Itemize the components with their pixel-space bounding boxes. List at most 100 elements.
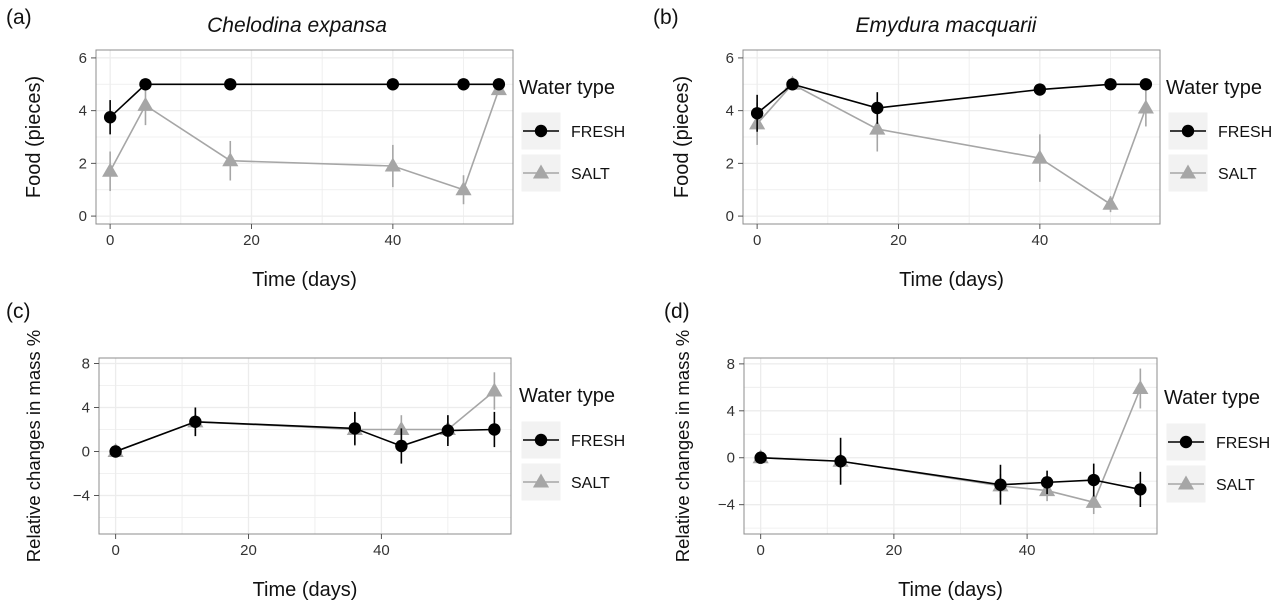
panel-c-y-axis-title: Relative changes in mass % <box>23 330 44 562</box>
panel-b-series-fresh <box>750 78 1153 132</box>
panel-c-y-tick-label: −4 <box>73 488 90 505</box>
panel-b-labels: (b) Emydura macquarii <box>653 6 1038 37</box>
panel-d-line-fresh <box>760 456 1141 491</box>
panel-d-x-tick-label: 40 <box>1019 542 1036 559</box>
panel-b-point-salt <box>1137 99 1154 114</box>
panel-a-line-salt <box>109 89 500 191</box>
panel-a-y-tick-label: 2 <box>79 155 87 172</box>
panel-b-plot-border <box>742 49 1161 225</box>
panel-c-point-fresh <box>395 439 408 453</box>
panel-d-point-fresh <box>1040 476 1054 489</box>
panel-a-point-salt <box>222 152 239 167</box>
panel-a-point-salt <box>455 181 472 196</box>
panel-d-labels: (d) <box>664 300 690 323</box>
panel-d-chart: 0 20 40 −4 0 4 8 Time (days) Relative changes in… <box>672 330 1270 601</box>
panel-a-gridlines <box>96 50 513 224</box>
panel-b-legend-label-salt: SALT <box>1218 166 1257 183</box>
panel-a-legend-key-marker <box>532 164 550 179</box>
panel-d-legend-key-marker <box>1179 435 1193 449</box>
panel-c-y-tick-label: 4 <box>82 400 90 417</box>
panel-c-gridlines <box>99 358 511 534</box>
panel-c-legend-label-fresh: FRESH <box>571 433 625 450</box>
panel-b-x-tick-label: 40 <box>1032 232 1049 249</box>
panel-b-x-axis-title: Time (days) <box>899 269 1004 291</box>
panel-c-point-fresh <box>441 424 455 437</box>
panel-c-series-fresh <box>109 407 501 464</box>
panel-d-x-tick-label: 20 <box>886 542 903 559</box>
panel-d-legend-key-marker <box>1177 475 1195 490</box>
panel-d-y-tick-label: 0 <box>727 450 735 467</box>
panel-a-legend: Water type FRESH SALT <box>519 77 625 193</box>
panel-b-point-salt <box>1031 149 1048 164</box>
panel-a-x-tick-label: 0 <box>106 232 114 249</box>
panel-a-plot-border <box>95 49 514 225</box>
panel-a-point-fresh <box>386 78 400 91</box>
panel-a-y-tick-label: 6 <box>79 50 87 67</box>
panel-d-point-fresh <box>994 478 1007 491</box>
panel-c-x-tick-label: 40 <box>373 542 390 559</box>
panel-c-letter: (c) <box>6 300 31 323</box>
panel-b-y-tick-label: 2 <box>726 155 734 172</box>
panel-a-x-tick-label: 40 <box>385 232 402 249</box>
panel-a-point-fresh <box>492 78 506 91</box>
panel-b-point-fresh <box>1033 83 1047 96</box>
panel-b-y-tick-label: 6 <box>726 50 734 67</box>
panel-a-y-axis-title: Food (pieces) <box>23 76 45 198</box>
panel-d-legend-key-fresh <box>1165 422 1207 462</box>
panel-d-point-salt <box>1132 380 1149 395</box>
panel-b-y-axis-title: Food (pieces) <box>671 76 693 198</box>
panel-b-x-tick-label: 0 <box>753 232 761 249</box>
panel-b-point-fresh <box>750 107 764 120</box>
panel-c-legend-label-salt: SALT <box>571 475 610 492</box>
panel-d-y-tick-label: 8 <box>727 356 735 373</box>
panel-d-gridlines <box>744 358 1157 534</box>
panel-b-point-fresh <box>786 78 799 91</box>
panel-d-legend-label-salt: SALT <box>1216 477 1255 494</box>
panel-c-legend-key-fresh <box>520 420 562 460</box>
panel-c-point-fresh <box>348 422 362 435</box>
panel-c-plot-border <box>98 357 512 535</box>
panel-c-labels: (c) <box>6 300 31 323</box>
panel-d-point-fresh <box>834 455 847 468</box>
panel-d-series-fresh <box>754 437 1147 508</box>
panel-b-x-tick-label: 20 <box>890 232 907 249</box>
panel-c-plot-background <box>99 358 511 534</box>
panel-c-point-salt <box>486 382 503 397</box>
panel-b-point-fresh <box>1104 78 1117 91</box>
panel-a-legend-key-fresh <box>520 111 562 151</box>
panel-d-point-fresh <box>1087 473 1100 487</box>
panel-a-chart: 0 20 40 0 2 4 6 Time (days) Food (pieces) Water t… <box>23 49 625 291</box>
panel-a-labels: (a) Chelodina expansa <box>6 6 387 37</box>
panel-c-legend: Water type FRESH SALT <box>519 385 625 502</box>
panel-d-x-axis-title: Time (days) <box>898 579 1003 601</box>
panel-a-y-tick-label: 0 <box>79 208 87 225</box>
panel-a-legend-label-fresh: FRESH <box>571 124 625 141</box>
panel-a-point-salt <box>384 157 401 172</box>
panel-d-plot-border <box>743 357 1158 535</box>
panel-c-x-tick-label: 20 <box>240 542 257 559</box>
panel-a-y-tick-label: 4 <box>79 103 87 120</box>
panel-c-x-tick-label: 0 <box>111 542 119 559</box>
panel-c-point-fresh <box>488 423 501 436</box>
panel-b-legend-title: Water type <box>1166 77 1262 99</box>
panel-a-point-fresh <box>224 78 237 91</box>
panel-c-line-fresh <box>115 420 495 453</box>
panel-c-point-fresh <box>189 415 202 428</box>
panel-b-legend-label-fresh: FRESH <box>1218 124 1272 141</box>
panel-d-x-tick-label: 0 <box>756 542 764 559</box>
panel-a-title: Chelodina expansa <box>207 14 387 37</box>
panel-c-x-axis-title: Time (days) <box>253 579 358 601</box>
panel-b-legend-key-fresh <box>1167 111 1209 151</box>
panel-a-letter: (a) <box>6 6 32 29</box>
panel-a-point-salt <box>102 162 119 177</box>
panel-b-legend: Water type FRESH SALT <box>1166 77 1272 193</box>
panel-c-legend-title: Water type <box>519 385 615 407</box>
panel-b-legend-key-marker <box>1179 164 1197 179</box>
panel-d-legend-key-salt <box>1165 464 1207 504</box>
panel-d-y-axis-title: Relative changes in mass % <box>672 330 693 562</box>
panel-b-point-fresh <box>1139 78 1153 91</box>
panel-b-point-fresh <box>871 101 884 115</box>
panel-a-x-tick-label: 20 <box>243 232 260 249</box>
panel-a-point-salt <box>137 96 154 111</box>
